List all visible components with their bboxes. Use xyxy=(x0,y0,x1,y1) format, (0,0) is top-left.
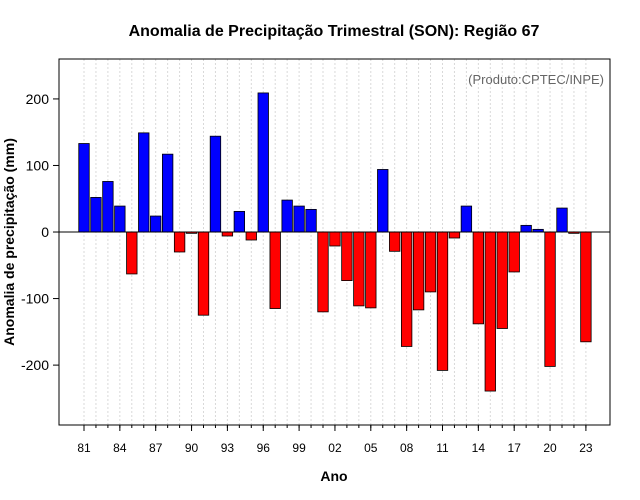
x-tick-label: 81 xyxy=(77,441,91,455)
bar-2023 xyxy=(580,231,592,343)
bar-2021 xyxy=(556,207,568,233)
x-tick-label: 87 xyxy=(149,441,163,455)
bar-1988 xyxy=(161,153,174,233)
bar-2001 xyxy=(317,231,329,313)
credit-annotation: (Produto:CPTEC/INPE) xyxy=(468,72,604,87)
y-axis-label: Anomalia de precipitação (mm) xyxy=(1,138,17,346)
x-tick-label: 96 xyxy=(257,441,271,455)
bar-2015 xyxy=(484,231,496,392)
bar-2002 xyxy=(329,231,341,247)
bar-1985 xyxy=(126,231,138,275)
bar-2007 xyxy=(389,231,401,252)
bar-1995 xyxy=(245,231,257,241)
x-tick-label: 14 xyxy=(472,441,486,455)
bar-1982 xyxy=(90,197,102,233)
bar-2010 xyxy=(424,231,437,293)
y-tick-label: 0 xyxy=(41,224,49,240)
bar-1994 xyxy=(233,210,246,233)
x-tick-label: 02 xyxy=(328,441,342,455)
x-tick-label: 11 xyxy=(436,441,449,455)
bar-1993 xyxy=(221,231,234,237)
bar-1997 xyxy=(269,231,281,309)
bar-2017 xyxy=(508,231,520,273)
bar-1984 xyxy=(114,205,126,233)
x-tick-label: 08 xyxy=(400,441,414,455)
x-tick-label: 90 xyxy=(185,441,199,455)
bar-2006 xyxy=(377,169,389,233)
bar-1998 xyxy=(281,199,293,233)
bar-2012 xyxy=(448,231,461,239)
bar-2018 xyxy=(520,224,532,233)
x-tick-label: 84 xyxy=(113,441,127,455)
bar-2014 xyxy=(472,231,485,325)
bar-2008 xyxy=(400,231,413,347)
x-tick-label: 05 xyxy=(364,441,378,455)
x-tick-label: 20 xyxy=(543,441,557,455)
y-tick-label: 100 xyxy=(26,157,50,173)
bar-2016 xyxy=(496,231,508,329)
bar-2004 xyxy=(353,231,365,307)
y-tick-label: -100 xyxy=(21,291,49,307)
x-tick-label: 23 xyxy=(579,441,593,455)
x-tick-label: 93 xyxy=(221,441,235,455)
plot-area: -200 -100 0 100 200 81 84 87 90 93 96 99 02 05 08 11 14 1… xyxy=(21,58,611,455)
bar-1989 xyxy=(173,231,186,253)
bar-1983 xyxy=(102,181,114,233)
bar-1996 xyxy=(257,92,269,233)
x-tick-label: 17 xyxy=(508,441,522,455)
bar-2003 xyxy=(341,231,353,281)
bar-1981 xyxy=(78,143,90,233)
x-tick-label: 99 xyxy=(292,441,306,455)
x-axis-label: Ano xyxy=(320,468,347,484)
bar-2011 xyxy=(436,231,449,371)
bar-1991 xyxy=(197,231,210,316)
y-tick-label: 200 xyxy=(26,91,50,107)
bar-2005 xyxy=(365,231,377,309)
bar-1999 xyxy=(293,205,305,233)
bar-1992 xyxy=(209,135,222,233)
bar-2013 xyxy=(460,205,473,233)
bar-2009 xyxy=(412,231,425,311)
bar-1987 xyxy=(150,215,162,233)
bar-2000 xyxy=(305,208,317,233)
chart-title: Anomalia de Precipitação Trimestral (SON… xyxy=(129,23,540,40)
bar-2020 xyxy=(544,231,556,367)
bar-1986 xyxy=(138,132,150,233)
y-tick-label: -200 xyxy=(21,357,49,373)
